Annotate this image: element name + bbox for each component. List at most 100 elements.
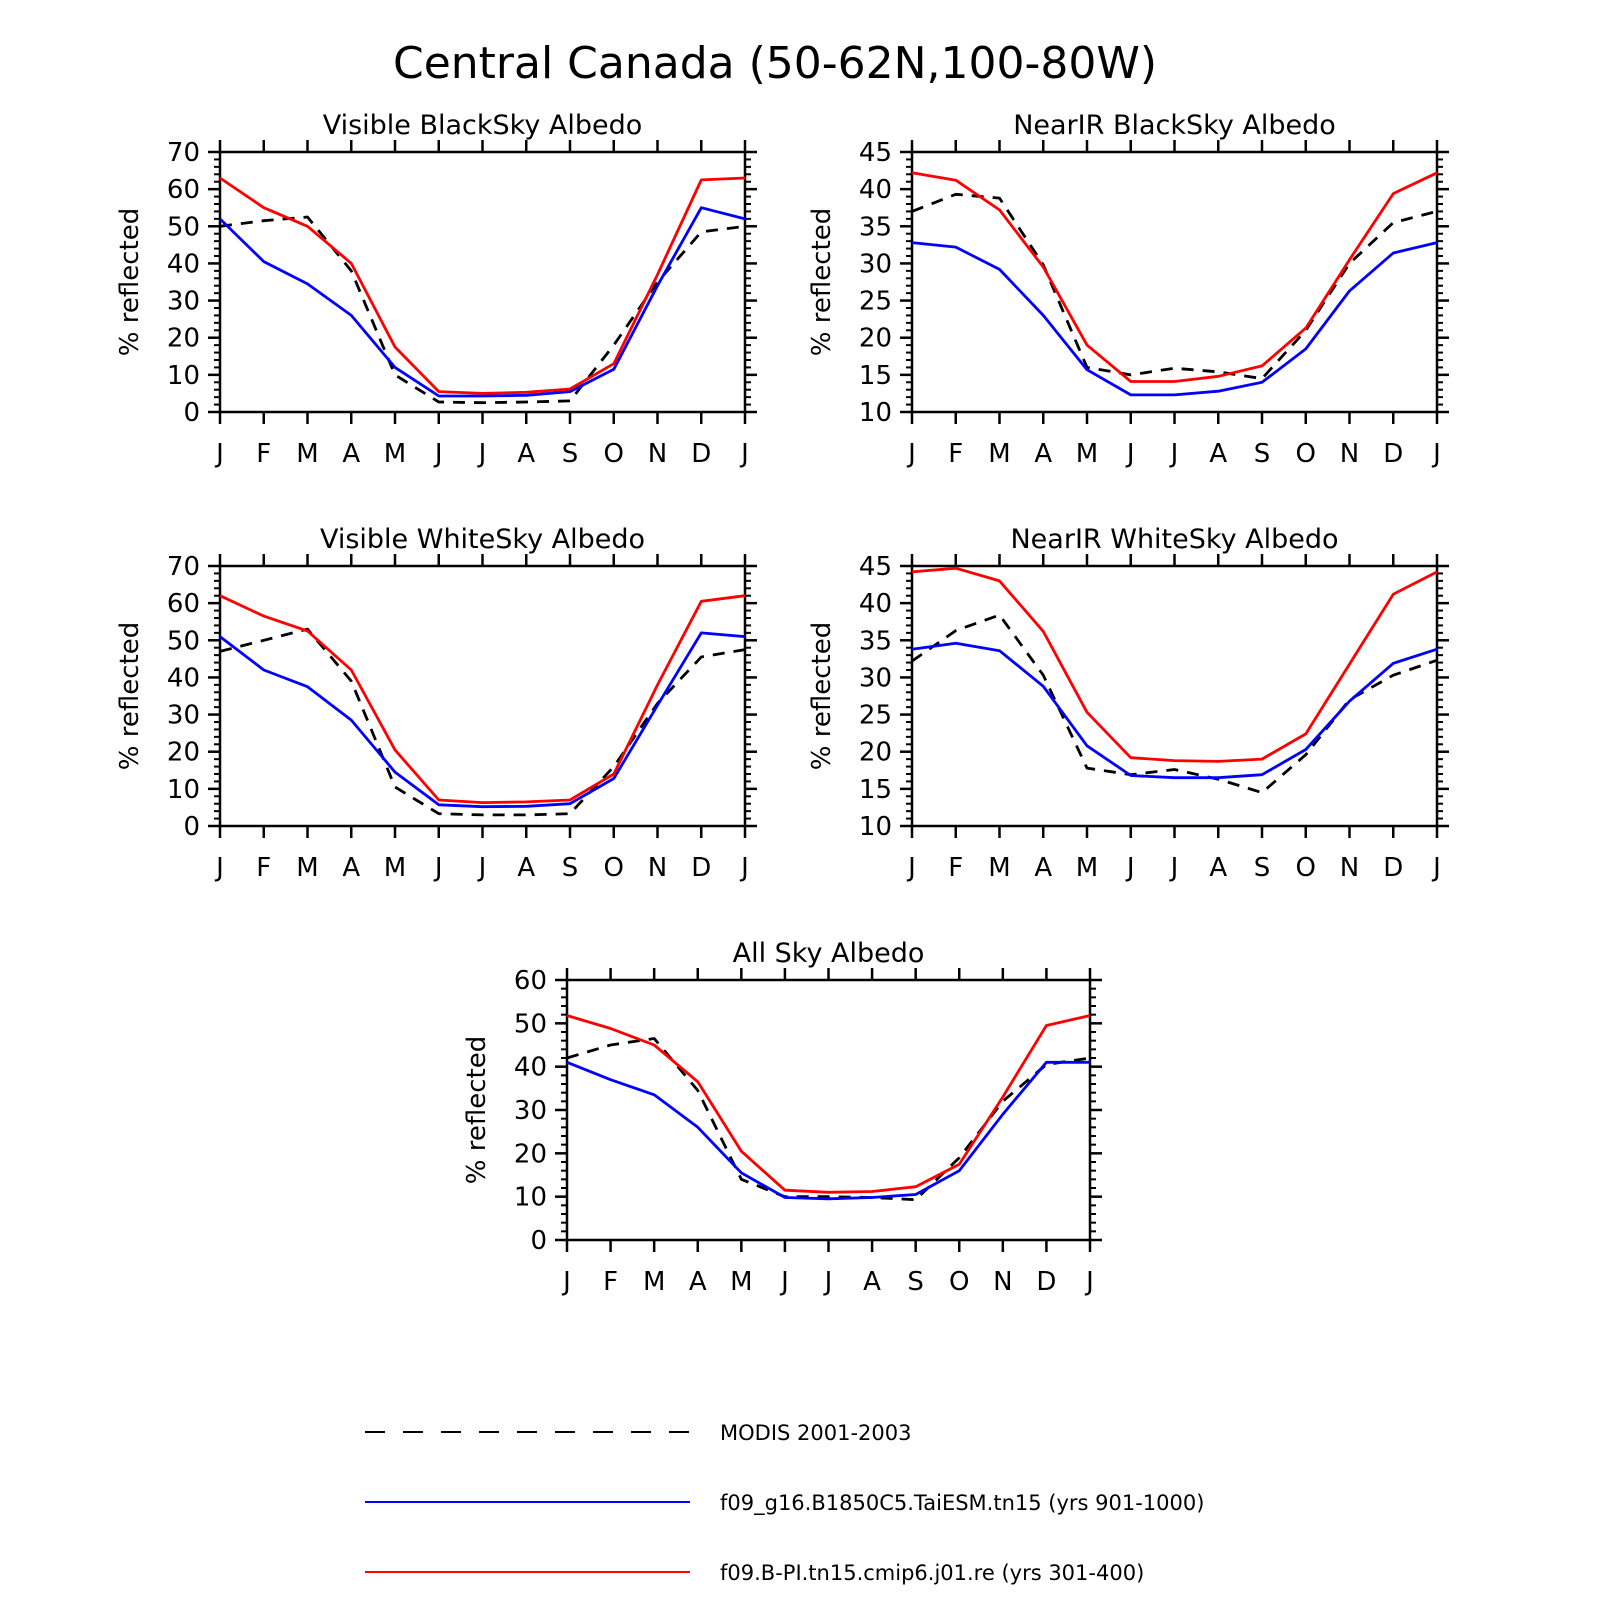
x-tick-label: J xyxy=(477,853,487,883)
x-tick-label: A xyxy=(1209,853,1227,883)
x-tick-label: J xyxy=(739,853,749,883)
y-tick-label: 20 xyxy=(167,324,200,354)
y-tick-label: 0 xyxy=(530,1226,547,1256)
y-tick-label: 40 xyxy=(859,175,892,205)
series-taiesm xyxy=(566,1060,1090,1201)
panel-title: Visible WhiteSky Albedo xyxy=(320,524,645,555)
x-tick-label: A xyxy=(517,439,535,469)
x-tick-label: M xyxy=(988,853,1010,883)
x-tick-label: M xyxy=(384,439,406,469)
y-axis-label: % reflected xyxy=(807,208,837,356)
x-tick-label: A xyxy=(863,1267,881,1297)
y-tick-label: 30 xyxy=(167,287,200,317)
y-tick-label: 50 xyxy=(514,1009,547,1039)
x-tick-label: F xyxy=(256,853,271,883)
x-tick-label: D xyxy=(691,439,711,469)
x-tick-label: A xyxy=(1209,439,1227,469)
series-modis xyxy=(911,613,1438,794)
y-axis-label: % reflected xyxy=(115,208,145,356)
x-tick-label: A xyxy=(1034,853,1052,883)
x-tick-label: O xyxy=(604,439,624,469)
x-tick-label: J xyxy=(779,1267,789,1297)
y-tick-label: 30 xyxy=(167,701,200,731)
x-tick-label: J xyxy=(433,853,443,883)
x-tick-label: M xyxy=(1076,439,1098,469)
y-tick-label: 20 xyxy=(514,1139,547,1169)
x-tick-label: A xyxy=(342,853,360,883)
y-tick-label: 15 xyxy=(859,361,892,391)
y-tick-label: 20 xyxy=(859,738,892,768)
x-tick-label: S xyxy=(1254,853,1271,883)
x-tick-label: A xyxy=(342,439,360,469)
x-tick-label: N xyxy=(648,853,667,883)
legend-label: f09.B-PI.tn15.cmip6.j01.re (yrs 301-400) xyxy=(720,1561,1144,1585)
x-tick-label: J xyxy=(214,439,224,469)
series-modis xyxy=(911,192,1438,381)
x-tick-label: M xyxy=(296,439,318,469)
plot-frame xyxy=(218,150,747,414)
x-tick-label: J xyxy=(561,1267,571,1297)
y-tick-label: 60 xyxy=(514,966,547,996)
legend-label: MODIS 2001-2003 xyxy=(720,1421,911,1445)
y-tick-label: 60 xyxy=(167,589,200,619)
figure-title: Central Canada (50-62N,100-80W) xyxy=(393,38,1157,89)
x-tick-label: O xyxy=(604,853,624,883)
series-cmip6 xyxy=(911,566,1438,763)
x-tick-label: J xyxy=(906,853,916,883)
x-tick-label: S xyxy=(562,439,579,469)
legend: MODIS 2001-2003 f09_g16.B1850C5.TaiESM.tn… xyxy=(365,1421,1204,1585)
x-tick-label: F xyxy=(948,853,963,883)
x-tick-label: S xyxy=(562,853,579,883)
y-tick-label: 10 xyxy=(514,1183,547,1213)
x-tick-label: A xyxy=(689,1267,707,1297)
x-tick-label: S xyxy=(1254,439,1271,469)
series-modis xyxy=(566,1037,1091,1202)
x-tick-label: A xyxy=(1034,439,1052,469)
panel-visible-whitesky: Visible WhiteSky Albedo 0 10 20 30 40 50 60 70 J F… xyxy=(115,524,757,883)
x-tick-label: N xyxy=(993,1267,1012,1297)
x-tick-label: M xyxy=(1076,853,1098,883)
y-tick-label: 40 xyxy=(167,249,200,279)
plot-frame xyxy=(565,978,1092,1242)
x-tick-label: M xyxy=(384,853,406,883)
panel-title: All Sky Albedo xyxy=(733,938,925,969)
y-tick-label: 30 xyxy=(859,249,892,279)
series-cmip6 xyxy=(911,171,1438,383)
x-tick-label: J xyxy=(1431,853,1441,883)
series-modis xyxy=(219,627,746,817)
legend-label: f09_g16.B1850C5.TaiESM.tn15 (yrs 901-100… xyxy=(720,1491,1204,1516)
y-tick-label: 40 xyxy=(167,663,200,693)
panel-title: NearIR WhiteSky Albedo xyxy=(1010,524,1338,555)
y-tick-label: 25 xyxy=(859,701,892,731)
x-tick-label: O xyxy=(1296,439,1316,469)
y-tick-label: 40 xyxy=(514,1053,547,1083)
x-tick-label: N xyxy=(1340,439,1359,469)
x-tick-label: D xyxy=(691,853,711,883)
x-tick-label: F xyxy=(256,439,271,469)
series-taiesm xyxy=(219,631,746,809)
x-tick-label: J xyxy=(214,853,224,883)
y-tick-label: 50 xyxy=(167,212,200,242)
x-tick-label: J xyxy=(823,1267,833,1297)
x-tick-label: J xyxy=(1084,1267,1094,1297)
x-tick-label: S xyxy=(907,1267,924,1297)
x-tick-label: D xyxy=(1383,853,1403,883)
series-taiesm xyxy=(911,241,1438,397)
x-tick-label: F xyxy=(603,1267,618,1297)
y-tick-label: 10 xyxy=(859,398,892,428)
y-axis-label: % reflected xyxy=(807,622,837,770)
y-tick-label: 25 xyxy=(859,287,892,317)
panel-visible-blacksky: Visible BlackSky Albedo 0 10 20 30 40 50 60 70 J F… xyxy=(115,110,757,469)
series-cmip6 xyxy=(219,176,746,395)
x-tick-label: F xyxy=(948,439,963,469)
y-axis-label: % reflected xyxy=(462,1036,492,1184)
y-tick-label: 40 xyxy=(859,589,892,619)
y-tick-label: 30 xyxy=(859,663,892,693)
x-tick-label: O xyxy=(949,1267,969,1297)
y-tick-label: 20 xyxy=(167,738,200,768)
x-tick-label: J xyxy=(739,439,749,469)
panel-nearir-whitesky: NearIR WhiteSky Albedo 10 15 20 25 30 35 40 45 J F… xyxy=(807,524,1449,883)
y-tick-label: 0 xyxy=(183,398,200,428)
y-tick-label: 35 xyxy=(859,212,892,242)
